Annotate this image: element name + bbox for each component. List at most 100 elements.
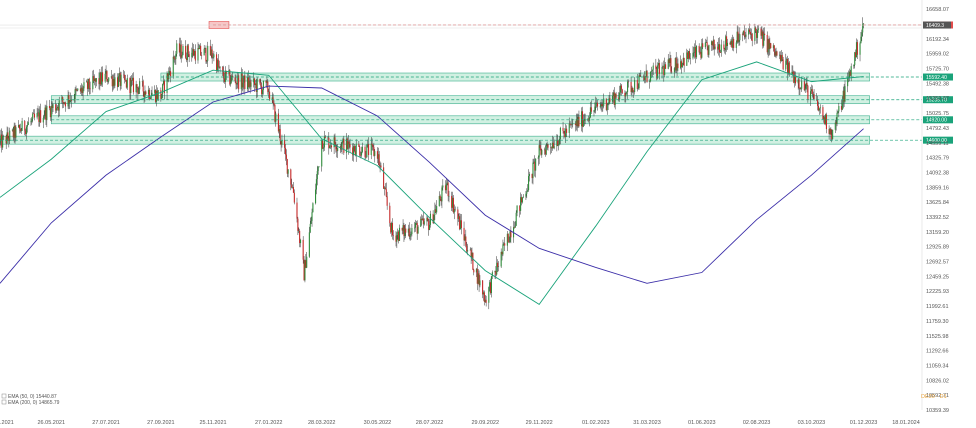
candle-up — [522, 196, 524, 198]
candle-down — [490, 282, 492, 294]
candle-down — [200, 55, 203, 56]
x-tick-label: 31.03.2023 — [633, 420, 661, 426]
candle-up — [253, 78, 255, 83]
candle-up — [676, 63, 678, 71]
y-tick-label: 14559.11 — [926, 141, 949, 147]
candle-up — [644, 76, 646, 81]
candle-up — [42, 118, 44, 123]
candle-up — [558, 138, 561, 145]
candle-up — [521, 197, 523, 203]
candle-down — [371, 143, 373, 145]
candle-up — [701, 43, 703, 58]
candle-down — [98, 78, 100, 85]
candle-up — [207, 45, 209, 61]
moving-averages — [0, 61, 864, 305]
candle-down — [136, 84, 138, 88]
candle-down — [427, 217, 429, 221]
candle-up — [515, 212, 517, 226]
candle-down — [296, 202, 298, 219]
candle-down — [658, 63, 660, 74]
candle-up — [0, 134, 2, 141]
candle-down — [365, 157, 367, 158]
y-tick-label: 15259.07 — [926, 96, 949, 102]
candle-down — [687, 52, 689, 59]
candle-down — [459, 216, 461, 230]
candle-up — [680, 61, 682, 69]
candle-up — [179, 44, 181, 53]
candle-down — [373, 147, 375, 156]
candle-up — [243, 75, 245, 83]
candle-down — [731, 40, 733, 48]
candle-down — [813, 94, 815, 100]
candle-down — [33, 113, 35, 115]
candle-down — [764, 33, 766, 35]
candle-up — [203, 48, 205, 56]
candle-down — [225, 70, 227, 74]
candle-up — [750, 33, 752, 35]
candle-up — [607, 103, 609, 105]
candle-down — [485, 299, 487, 303]
y-tick-label: 10592.71 — [926, 393, 949, 399]
candle-up — [175, 53, 177, 60]
candle-up — [391, 222, 393, 233]
candle-down — [247, 77, 249, 88]
candle-up — [250, 82, 252, 87]
candle-down — [55, 104, 57, 111]
candle-up — [107, 81, 109, 82]
candle-down — [155, 90, 157, 102]
candle-up — [720, 44, 722, 53]
candle-down — [605, 98, 607, 110]
candle-down — [656, 68, 658, 79]
candle-down — [63, 102, 65, 104]
candle-down — [621, 89, 623, 93]
candle-up — [219, 66, 221, 68]
candle-up — [742, 30, 744, 35]
candle-down — [683, 57, 685, 66]
candle-down — [163, 80, 165, 93]
candle-down — [782, 59, 784, 70]
candle-up — [863, 23, 865, 25]
candle-up — [497, 266, 500, 268]
candle-up — [581, 111, 583, 127]
candle-up — [438, 196, 440, 207]
candle-down — [324, 136, 326, 138]
candle-down — [583, 120, 585, 121]
candle-down — [508, 242, 510, 243]
candle-down — [68, 95, 70, 103]
candle-down — [292, 187, 295, 193]
candle-down — [544, 149, 546, 155]
candle-down — [835, 122, 837, 124]
candle-down — [639, 75, 641, 77]
candle-down — [297, 218, 299, 231]
candle-up — [154, 90, 156, 93]
candle-down — [435, 209, 437, 213]
candle-down — [551, 147, 553, 149]
candle-down — [185, 45, 187, 58]
candle-up — [182, 45, 184, 55]
candle-up — [661, 66, 663, 74]
candle-down — [792, 71, 794, 73]
candle-up — [489, 282, 491, 288]
candle-up — [794, 76, 796, 83]
candle-up — [411, 228, 413, 235]
candle-up — [151, 92, 153, 96]
candle-down — [440, 199, 442, 202]
candle-up — [423, 221, 425, 225]
candle-up — [117, 76, 119, 87]
candle-up — [667, 59, 669, 69]
candle-up — [414, 222, 416, 228]
candle-up — [429, 213, 432, 225]
candle-up — [61, 97, 63, 101]
candle-down — [261, 85, 263, 95]
candle-up — [745, 34, 747, 37]
level-label-box — [923, 136, 953, 144]
candle-down — [574, 123, 576, 126]
candle-up — [67, 95, 69, 107]
candle-up — [355, 143, 357, 156]
candle-up — [516, 205, 518, 213]
candle-down — [180, 44, 182, 58]
candle-up — [266, 81, 268, 83]
candle-down — [274, 104, 276, 122]
candle-up — [162, 84, 164, 95]
